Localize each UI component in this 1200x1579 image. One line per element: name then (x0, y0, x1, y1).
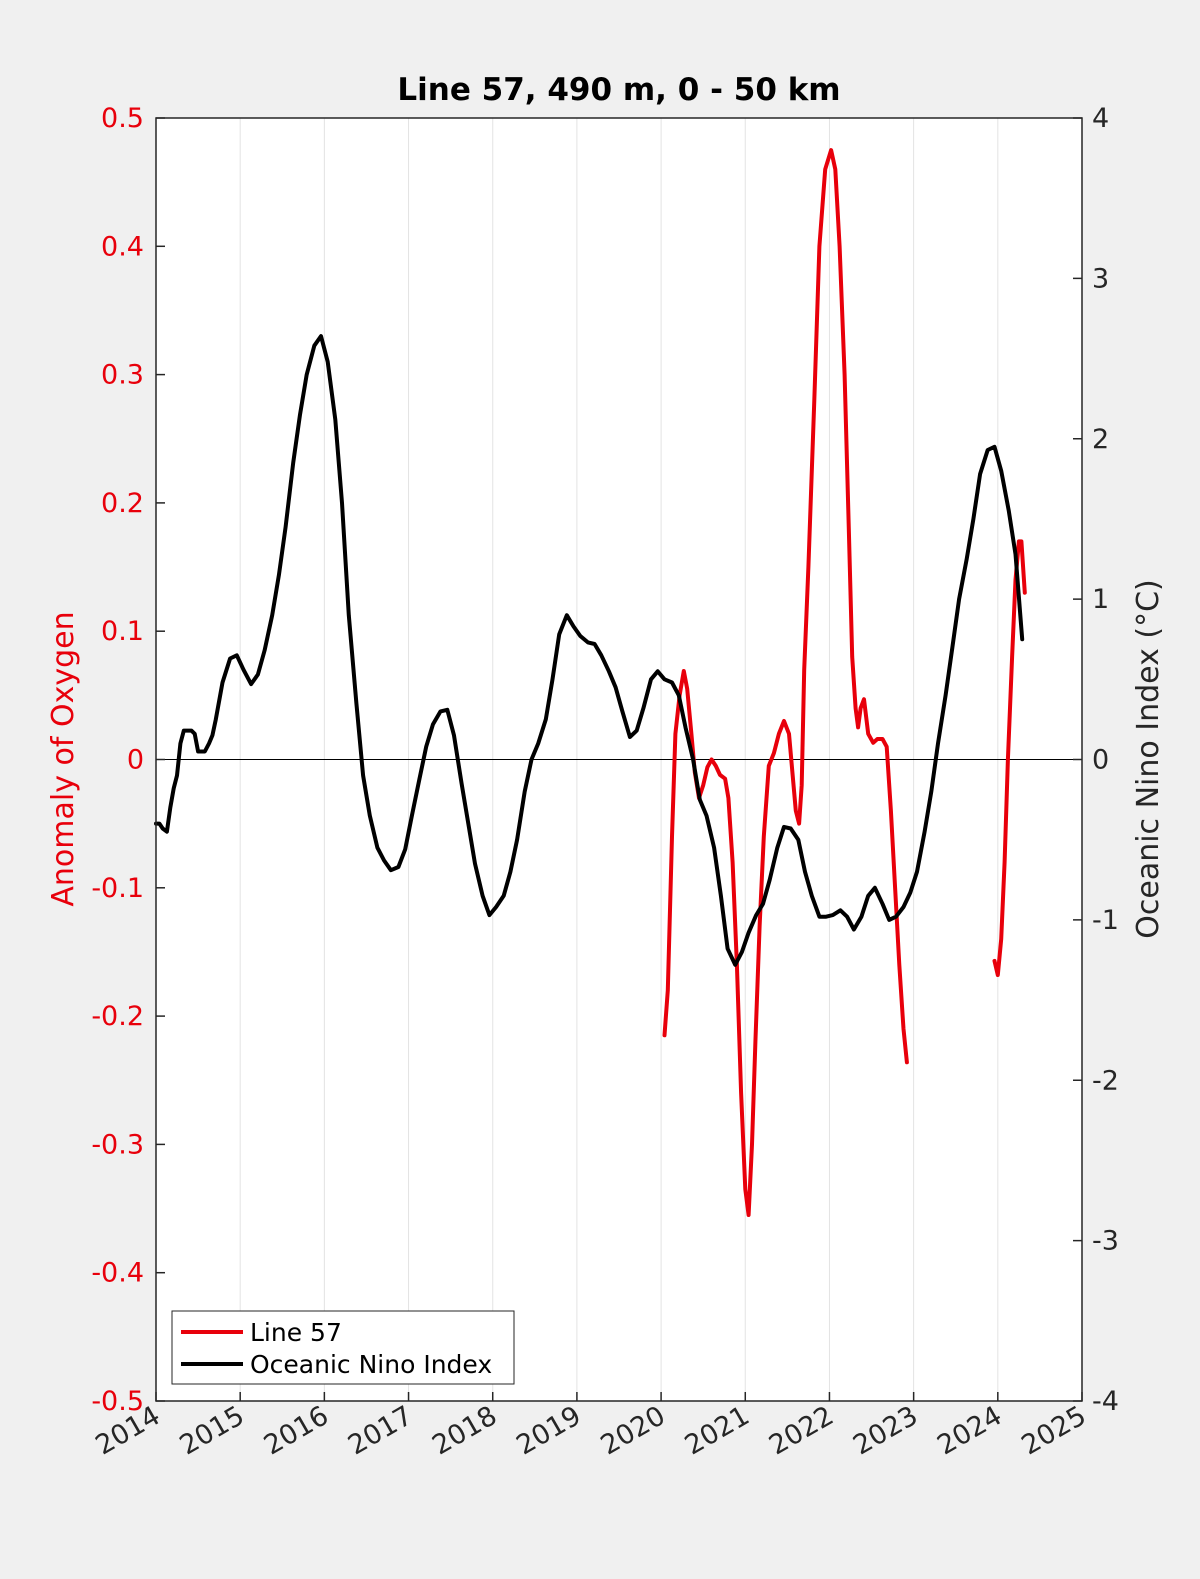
y-left-tick-label: -0.4 (91, 1258, 144, 1289)
series-layer (154, 148, 1027, 1217)
y-right-tick-label: 1 (1092, 584, 1109, 615)
x-tick-label: 2021 (680, 1400, 755, 1461)
x-tick-label: 2017 (343, 1400, 418, 1461)
y-left-tick-label: 0.2 (101, 488, 144, 519)
y-left-tick-label: -0.2 (91, 1001, 144, 1032)
y-right-tick-label: -3 (1092, 1226, 1119, 1257)
y-left-tick-label: -0.3 (91, 1129, 144, 1160)
y-right-tick-label: 2 (1092, 424, 1109, 455)
x-tick-label: 2018 (427, 1400, 502, 1461)
y-right-axis-label: Oceanic Nino Index (°C) (1131, 579, 1166, 939)
y-right-tick-label: 0 (1092, 745, 1109, 776)
y-right-tick-label: -4 (1092, 1386, 1119, 1417)
x-tick-label: 2024 (932, 1400, 1007, 1461)
y-left-tick-label: 0.5 (101, 103, 144, 134)
legend-label-oni: Oceanic Nino Index (250, 1350, 492, 1379)
y-left-tick-label: -0.5 (91, 1386, 144, 1417)
y-left-axis-label: Anomaly of Oxygen (46, 611, 81, 906)
legend-label-line-57: Line 57 (250, 1318, 342, 1347)
x-tick-label: 2015 (175, 1400, 250, 1461)
x-tick-label: 2025 (1016, 1400, 1091, 1461)
legend-box (171, 1310, 515, 1385)
series-line-line-57 (662, 148, 909, 1217)
x-tick-label: 2023 (848, 1400, 923, 1461)
x-tick-label: 2019 (511, 1400, 586, 1461)
x-tick-label: 2022 (764, 1400, 839, 1461)
x-tick-label: 2020 (596, 1400, 671, 1461)
y-left-tick-label: -0.1 (91, 873, 144, 904)
y-right-tick-label: -1 (1092, 905, 1119, 936)
y-left-tick-label: 0.3 (101, 360, 144, 391)
y-left-tick-label: 0 (127, 745, 144, 776)
chart-title: Line 57, 490 m, 0 - 50 km (397, 72, 840, 108)
y-left-tick-label: 0.4 (101, 231, 144, 262)
x-tick-label: 2016 (259, 1400, 334, 1461)
legend: Line 57 Oceanic Nino Index (171, 1310, 515, 1385)
y-right-tick-label: 3 (1092, 263, 1109, 294)
y-right-tick-label: -2 (1092, 1065, 1119, 1096)
series-line-oceanic-nino-index (154, 334, 1025, 967)
series-line-line-57 (992, 539, 1027, 977)
y-right-tick-label: 4 (1092, 103, 1109, 134)
y-left-tick-label: 0.1 (101, 616, 144, 647)
